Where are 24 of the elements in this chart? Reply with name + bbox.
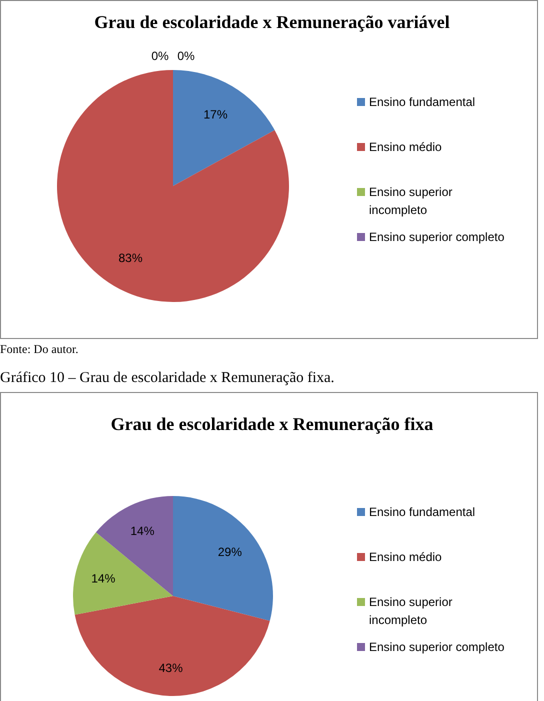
legend-label: Ensino superior completo <box>369 230 505 244</box>
pie-slice <box>173 496 273 621</box>
data-label: 17% <box>204 107 228 122</box>
data-label: 14% <box>91 571 116 586</box>
text: 0% <box>151 49 169 64</box>
legend-label: Ensino médio <box>369 550 442 564</box>
legend-label: Ensino superior completo <box>369 640 505 654</box>
data-label: 14% <box>130 524 155 538</box>
text: Gráfico 10 – Grau de escolaridade x Remuneração fixa. <box>0 370 334 386</box>
pie-slice <box>74 596 270 696</box>
source-note: Fonte: Do autor. <box>0 342 78 356</box>
legend-label: Ensino superior incompleto <box>369 185 452 217</box>
legend-label: Ensino superior incompleto <box>369 595 452 627</box>
legend-label: Ensino médio <box>369 140 442 154</box>
chart-title: Grau de escolaridade x Remuneração fixa <box>110 414 434 434</box>
chart-title: Grau de escolaridade x Remuneração variável <box>94 12 450 32</box>
pie-slice <box>57 70 289 302</box>
text: 0% <box>177 49 195 64</box>
pie-slice <box>173 70 275 186</box>
data-label: 29% <box>218 545 242 560</box>
data-label: 83% <box>118 251 143 266</box>
legend-label: Ensino fundamental <box>369 505 476 519</box>
data-label: 43% <box>158 661 184 676</box>
legend-label: Ensino fundamental <box>369 95 476 109</box>
